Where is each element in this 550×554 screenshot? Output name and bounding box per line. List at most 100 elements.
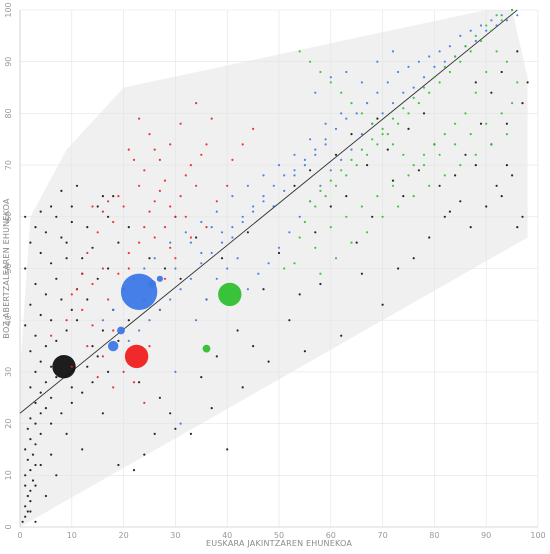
black-data-point (448, 210, 451, 213)
black-data-point (50, 453, 53, 456)
black-data-point (44, 381, 48, 384)
green-data-point (510, 8, 514, 12)
red-data-point (169, 246, 172, 249)
red-data-point (112, 386, 115, 389)
black-data-point (29, 500, 32, 503)
blue-data-point (412, 86, 415, 89)
black-data-point (277, 251, 281, 255)
blue-data-point (236, 257, 239, 260)
black-data-point (70, 205, 73, 208)
red-data-point (205, 226, 208, 229)
red-data-point (189, 236, 192, 239)
red-data-point (86, 345, 89, 348)
red-data-point (91, 205, 94, 208)
blue-data-point (169, 241, 172, 244)
blue-data-point (169, 298, 172, 301)
red-data-point (127, 267, 130, 270)
green-data-point (459, 60, 462, 63)
blue-data-point (252, 210, 255, 213)
blue-data-point (417, 60, 420, 63)
black-data-point (24, 267, 27, 270)
blue-data-point (156, 275, 163, 282)
y-tick-label: 30 (4, 367, 13, 377)
green-data-point (433, 76, 436, 79)
green-data-point (407, 112, 410, 115)
black-data-point (107, 370, 110, 373)
black-data-point (55, 277, 58, 280)
black-data-point (44, 407, 48, 410)
black-data-point (26, 494, 29, 498)
red-data-point (117, 272, 120, 275)
black-data-point (44, 231, 48, 234)
black-data-point (34, 401, 37, 404)
blue-data-point (132, 277, 136, 280)
black-data-point (516, 226, 519, 229)
black-data-point (500, 195, 503, 198)
red-data-point (132, 158, 136, 161)
black-data-point (70, 220, 73, 224)
black-data-point (355, 241, 358, 244)
green-data-point (490, 143, 493, 146)
x-tick-label: 80 (429, 531, 439, 540)
blue-data-point (500, 14, 503, 17)
red-data-point (158, 158, 161, 161)
black-data-point (29, 241, 32, 244)
black-data-point (65, 257, 68, 260)
green-data-point (402, 107, 405, 110)
blue-data-point (252, 205, 255, 208)
black-data-point (55, 376, 58, 379)
green-data-point (381, 215, 384, 218)
black-data-point (55, 474, 58, 477)
green-data-point (448, 70, 451, 74)
black-data-point (158, 396, 161, 399)
green-data-point (412, 96, 415, 99)
blue-data-point (283, 189, 286, 192)
black-data-point (319, 282, 322, 286)
blue-data-point (205, 298, 208, 301)
blue-data-point (407, 65, 410, 68)
black-data-point (505, 122, 508, 125)
black-data-point (50, 205, 53, 208)
red-data-point (205, 143, 208, 146)
blue-data-point (184, 231, 187, 234)
red-data-point (107, 200, 110, 203)
black-data-point (438, 184, 441, 187)
black-data-point (454, 174, 457, 177)
green-data-point (402, 153, 405, 156)
black-data-point (107, 267, 110, 270)
green-data-point (428, 91, 431, 94)
blue-data-point (189, 277, 192, 280)
x-tick-label: 0 (17, 531, 22, 540)
black-data-point (55, 339, 58, 342)
black-data-point (31, 479, 35, 482)
blue-data-point (381, 112, 384, 115)
x-tick-label: 30 (170, 531, 180, 540)
red-data-point (158, 189, 161, 192)
green-data-point (298, 236, 301, 239)
green-data-point (319, 70, 322, 74)
blue-data-point (189, 241, 192, 244)
black-data-point (350, 133, 353, 136)
red-data-point (101, 267, 104, 270)
blue-data-point (314, 153, 317, 156)
black-data-point (29, 303, 32, 306)
blue-data-point (120, 273, 158, 310)
blue-data-point (179, 422, 182, 425)
black-data-point (26, 510, 29, 513)
red-data-point (138, 117, 141, 120)
green-data-point (459, 164, 462, 167)
red-data-point (153, 200, 156, 203)
blue-data-point (200, 220, 203, 224)
black-data-point (86, 298, 89, 301)
green-data-point (350, 241, 353, 244)
black-data-point (236, 329, 239, 332)
green-data-point (500, 19, 503, 22)
black-data-point (386, 148, 389, 151)
blue-data-point (231, 226, 234, 229)
green-data-point (314, 246, 317, 249)
black-data-point (34, 463, 37, 467)
y-tick-label: 80 (4, 108, 13, 118)
black-data-point (345, 195, 348, 198)
blue-data-point (376, 60, 379, 63)
blue-data-point (422, 76, 426, 79)
